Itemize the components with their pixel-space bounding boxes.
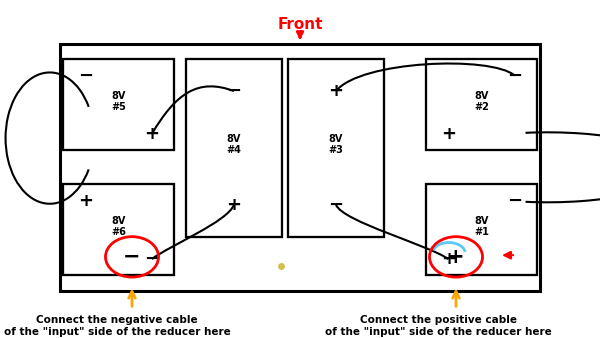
Text: Connect the positive cable
of the "input" side of the reducer here: Connect the positive cable of the "input…: [325, 315, 551, 337]
Text: 8V
#6: 8V #6: [111, 216, 126, 237]
Bar: [426, 59, 537, 150]
Bar: [63, 59, 174, 150]
Text: 8V
#2: 8V #2: [474, 91, 489, 112]
Text: −: −: [507, 192, 523, 210]
Bar: [186, 59, 282, 237]
Text: 8V
#4: 8V #4: [227, 134, 241, 155]
Text: +: +: [329, 82, 343, 100]
Text: +: +: [447, 247, 465, 267]
Text: +: +: [145, 125, 160, 143]
Text: −: −: [507, 67, 523, 84]
Text: 8V
#3: 8V #3: [329, 134, 343, 155]
Bar: [63, 184, 174, 275]
Text: −: −: [77, 67, 93, 84]
Text: Connect the negative cable
of the "input" side of the reducer here: Connect the negative cable of the "input…: [4, 315, 230, 337]
Text: +: +: [227, 196, 241, 214]
Text: +: +: [440, 250, 456, 268]
Text: Front: Front: [277, 17, 323, 32]
Text: 8V
#5: 8V #5: [111, 91, 126, 112]
Bar: [426, 184, 537, 275]
Bar: [288, 59, 384, 237]
Text: −: −: [123, 247, 141, 267]
Bar: [60, 44, 540, 291]
Text: −: −: [226, 82, 242, 100]
Text: +: +: [440, 125, 456, 143]
Text: −: −: [328, 196, 344, 214]
Text: −: −: [144, 250, 160, 268]
Text: 8V
#1: 8V #1: [474, 216, 489, 237]
Text: +: +: [77, 192, 92, 210]
